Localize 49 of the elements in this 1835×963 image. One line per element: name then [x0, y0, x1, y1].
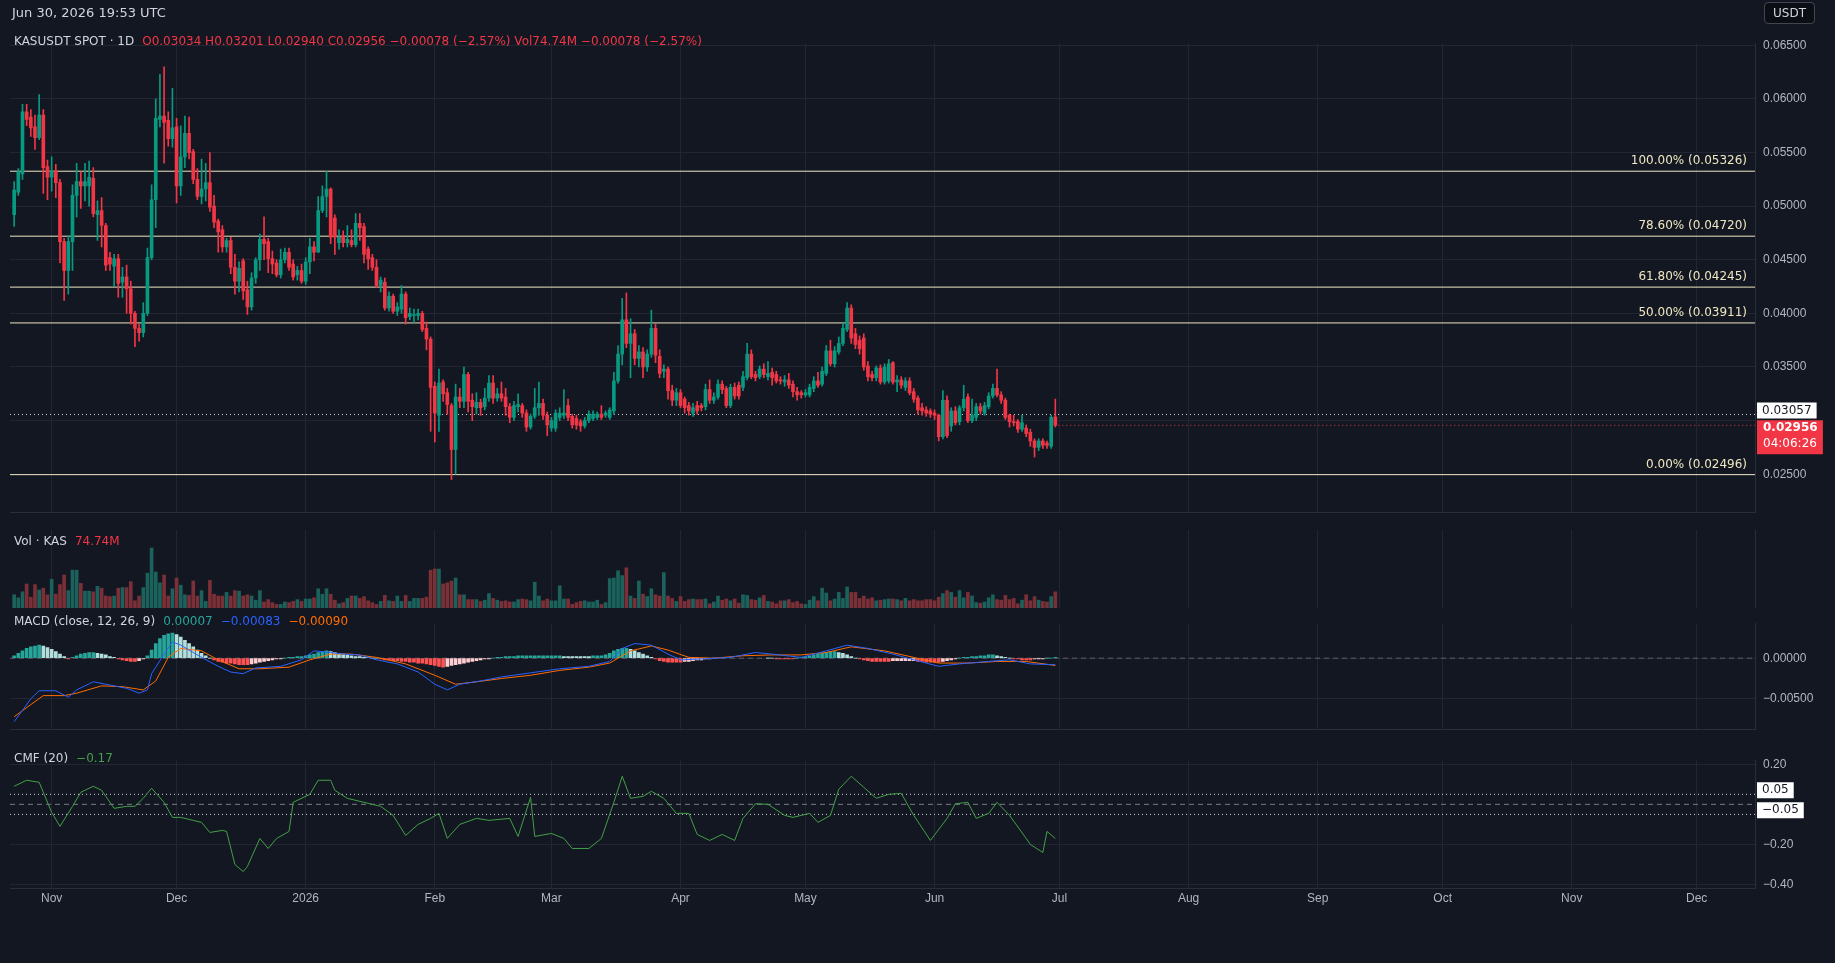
x-tick-label: Oct — [1433, 891, 1453, 906]
text: −0.17 — [76, 751, 113, 765]
series-label: 0.00007 — [163, 614, 213, 628]
y-tick-label: 0.00000 — [1763, 650, 1807, 665]
ref-line-label: 78.60% (0.04720) — [1638, 218, 1747, 233]
x-tick-label: Jul — [1051, 891, 1068, 906]
x-tick-label: Sep — [1307, 891, 1329, 906]
chart-subtitle: 74.74M — [74, 534, 120, 548]
x-tick-label: Apr — [671, 891, 690, 906]
text: −0.00083 — [220, 614, 281, 628]
y-tick-label: 0.20 — [1763, 756, 1787, 771]
chart-title: CMF (20) — [14, 751, 69, 765]
ref-line-label: 0.00% (0.02496) — [1646, 456, 1747, 471]
chart-title: KASUSDT SPOT · 1D — [14, 34, 135, 48]
chart-title: Vol · KAS — [14, 534, 67, 548]
y-tick-label: −0.20 — [1763, 836, 1794, 851]
y-tick-label: 0.05000 — [1763, 198, 1807, 213]
text: USDT — [1764, 2, 1815, 24]
y-tick-label: 0.04000 — [1763, 305, 1807, 320]
x-tick-label: Jun — [924, 891, 945, 906]
y-tick-label: −0.00500 — [1763, 691, 1814, 706]
y-tick-label: 0.04500 — [1763, 252, 1807, 267]
x-tick-label: 2026 — [292, 891, 320, 906]
ref-line-label: 50.00% (0.03911) — [1638, 305, 1747, 320]
ref-line-label: −0.05 — [1762, 802, 1799, 817]
text: −0.00090 — [288, 614, 349, 628]
ref-line-label: 100.00% (0.05326) — [1630, 153, 1747, 168]
x-tick-label: May — [794, 891, 817, 906]
y-tick-label: 0.05500 — [1763, 144, 1807, 159]
y-tick-label: 0.02500 — [1763, 466, 1807, 481]
text: Jun 30, 2026 19:53 UTC — [12, 5, 166, 20]
y-tick-label: 0.06000 — [1763, 91, 1807, 106]
ref-line-label: 0.05 — [1762, 782, 1789, 797]
x-tick-label: Nov — [40, 891, 63, 906]
x-tick-label: Dec — [165, 891, 188, 906]
y-tick-label: −0.40 — [1763, 876, 1794, 891]
y-tick-label: 0.06500 — [1763, 37, 1807, 52]
chart-title: MACD (close, 12, 26, 9) — [14, 614, 156, 628]
annotation: 0.02956 — [1763, 420, 1818, 435]
x-tick-label: Feb — [424, 891, 446, 906]
y-tick-label: 0.03500 — [1763, 359, 1807, 374]
x-tick-label: Mar — [541, 891, 562, 906]
x-tick-label: Dec — [1686, 891, 1708, 906]
text: 04:06:26 — [1763, 436, 1817, 451]
ref-line-label: 0.03057 — [1762, 402, 1812, 417]
x-tick-label: Nov — [1561, 891, 1583, 906]
x-tick-label: Aug — [1177, 891, 1200, 906]
chart-subtitle: O0.03034 H0.03201 L0.02940 C0.02956 −0.00078 (−2.57%) Vol74.74M −0.00078 (−2.57%) — [142, 34, 702, 48]
ref-line-label: 61.80% (0.04245) — [1638, 269, 1747, 284]
